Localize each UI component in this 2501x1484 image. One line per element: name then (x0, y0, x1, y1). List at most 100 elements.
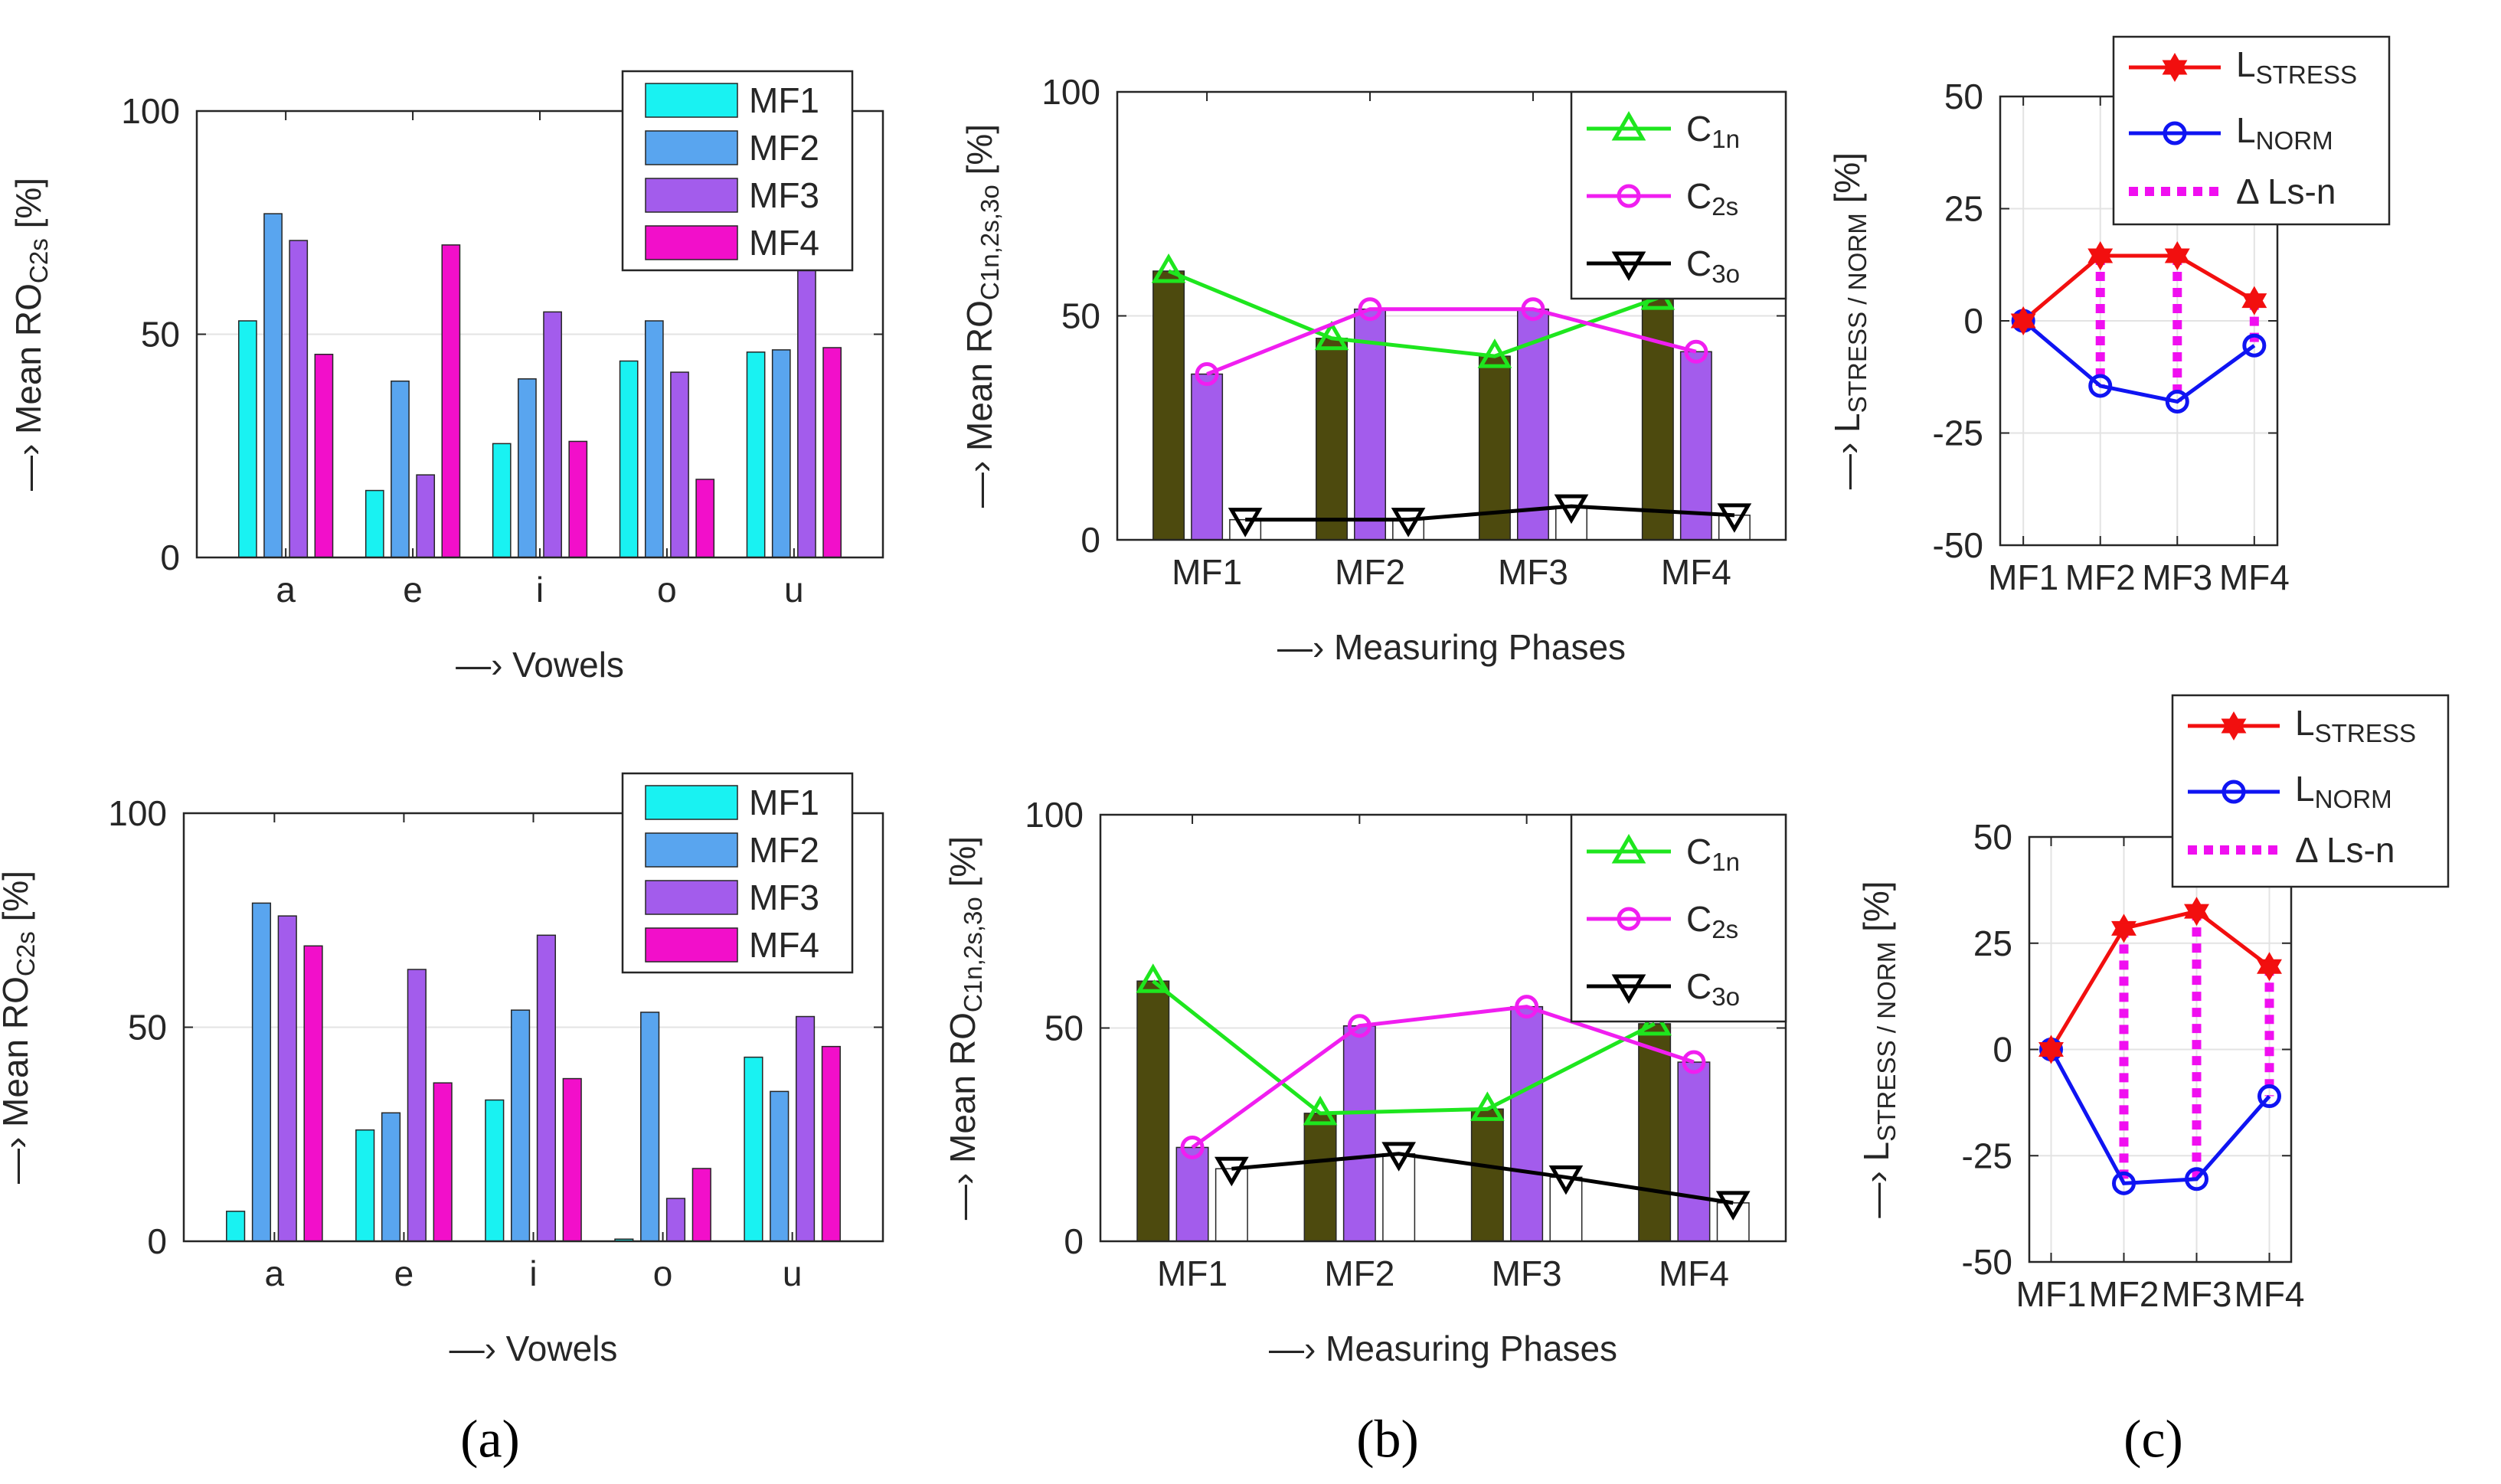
legend-swatch-mf4 (645, 927, 738, 963)
marker-c1n (1470, 1091, 1505, 1121)
x-tick-label: a (265, 1254, 285, 1293)
marker-c3o (1554, 494, 1589, 525)
y-tick-label: 50 (128, 1008, 167, 1048)
axes-frame (182, 812, 884, 1243)
axes-frame (1116, 90, 1787, 541)
bar-c2s (1191, 373, 1224, 541)
line-lnorm (2022, 319, 2256, 404)
bar-mf4 (433, 1082, 453, 1242)
x-axis-label: —› Vowels (450, 1329, 618, 1368)
x-tick-label: MF2 (1335, 552, 1405, 592)
bar-c2s (1175, 1146, 1209, 1242)
bar-c2s (1677, 1061, 1711, 1242)
legend-label: MF1 (749, 783, 819, 822)
bar-mf3 (536, 934, 556, 1242)
y-tick-label: 0 (1993, 1030, 2012, 1070)
x-tick-label: e (403, 570, 423, 610)
marker-c2s (1515, 995, 1539, 1019)
legend-marker-lstress-b (2162, 60, 2188, 82)
bar-c1n (1152, 270, 1185, 541)
x-tick-label: u (784, 570, 804, 610)
legend-label: LSTRESS (2295, 703, 2416, 748)
axes-frame (1099, 813, 1787, 1243)
line-c1n (1152, 979, 1656, 1116)
x-tick-label: MF3 (2142, 557, 2212, 597)
y-tick-label: 50 (1045, 1008, 1084, 1048)
marker-c3o (1381, 1142, 1416, 1172)
bar-c1n (1303, 1113, 1337, 1242)
x-tick-label: MF2 (2065, 557, 2136, 597)
chart-c-top: -50 -25 0 25 50 MF1 MF2 MF3 MF4 LSTRESS LNORM Δ Ls-… (1827, 35, 2391, 597)
marker-lstress-b (2010, 313, 2036, 335)
line-c3o (1245, 504, 1735, 522)
axes-frame (2028, 835, 2293, 1263)
bar-mf1 (619, 360, 639, 558)
bar-mf4 (822, 347, 842, 558)
bar-mf1 (226, 1211, 246, 1242)
marker-c1n (1477, 338, 1512, 368)
bar-mf4 (691, 1168, 711, 1242)
y-tick-label: 100 (1025, 795, 1084, 835)
legend-label: LNORM (2295, 769, 2392, 814)
chart-b-top: 0 50 100 MF1 MF2 MF3 MF4 C1n C2s C3o —› Mean ROC1n… (960, 72, 1787, 667)
marker-c3o (1548, 1165, 1584, 1195)
bar-mf1 (365, 489, 384, 558)
legend-label: C3o (1686, 244, 1740, 289)
x-tick-label: o (657, 570, 677, 610)
marker-lstress-b (2038, 1042, 2064, 1064)
legend-swatch-mf4 (645, 225, 738, 260)
bar-mf2 (251, 902, 272, 1242)
y-tick-label: 50 (141, 315, 180, 355)
y-tick-label: -50 (1933, 525, 1983, 565)
bar-mf4 (568, 440, 588, 558)
legend-swatch-mf2 (645, 832, 738, 868)
bar-c1n (1470, 1108, 1504, 1242)
bar-mf2 (640, 1012, 660, 1242)
line-lstress (2049, 909, 2271, 1051)
bar-mf1 (238, 320, 257, 558)
marker-c2s (1180, 1135, 1205, 1159)
bar-c2s (1354, 308, 1387, 541)
bar-mf4 (441, 244, 461, 558)
y-tick-label: 50 (1973, 817, 2012, 857)
y-axis-label: —› Mean ROC2s [%] (0, 871, 41, 1184)
legend-label: Δ Ls-n (2295, 830, 2395, 870)
marker-c3o (1717, 503, 1752, 533)
legend-label: C2s (1686, 899, 1738, 944)
x-tick-label: i (529, 1254, 537, 1293)
panel-caption: (c) (2123, 1410, 2183, 1469)
chart-a-top: 0 50 100 a e i o u MF1 MF2 MF3 MF4 —› Mean ROC2s [%]… (8, 70, 884, 685)
legend-swatch-mf3 (645, 880, 738, 915)
legend-label: C3o (1686, 966, 1740, 1012)
marker-lstress-b (2087, 248, 2114, 271)
y-tick-label: -25 (1962, 1136, 2012, 1175)
bar-mf2 (381, 1112, 401, 1242)
y-tick-label: 25 (1944, 189, 1983, 229)
y-axis-label: —› Mean ROC1n,2s,3o [%] (960, 124, 1005, 508)
y-axis-label: —› Mean ROC1n,2s,3o [%] (943, 836, 988, 1220)
marker-c1n (1314, 320, 1349, 351)
marker-c1n (1136, 963, 1171, 993)
y-axis-label: —› LSTRESS / NORM [%] (1856, 881, 1901, 1218)
bar-mf3 (543, 311, 562, 558)
legend-swatch-mf3 (645, 178, 738, 213)
line-c3o (1231, 1152, 1734, 1205)
y-tick-label: 0 (160, 538, 180, 577)
x-tick-label: a (276, 570, 296, 610)
legend-marker-c3o (1611, 251, 1646, 281)
legend-label: MF4 (749, 925, 819, 965)
legend-marker-lnorm (2163, 121, 2187, 145)
marker-lnorm (2112, 1171, 2136, 1195)
bar-mf1 (744, 1056, 763, 1242)
legend-label: MF3 (749, 878, 819, 917)
marker-lnorm (2088, 374, 2113, 398)
bar-mf2 (263, 213, 283, 558)
legend-marker-c1n (1611, 111, 1646, 141)
marker-c2s (1521, 297, 1545, 322)
y-tick-label: 100 (121, 91, 180, 131)
y-tick-label: 0 (1963, 301, 1983, 341)
marker-c2s (1195, 362, 1219, 387)
legend-swatch-mf2 (645, 130, 738, 165)
legend-label: LSTRESS (2236, 44, 2357, 90)
